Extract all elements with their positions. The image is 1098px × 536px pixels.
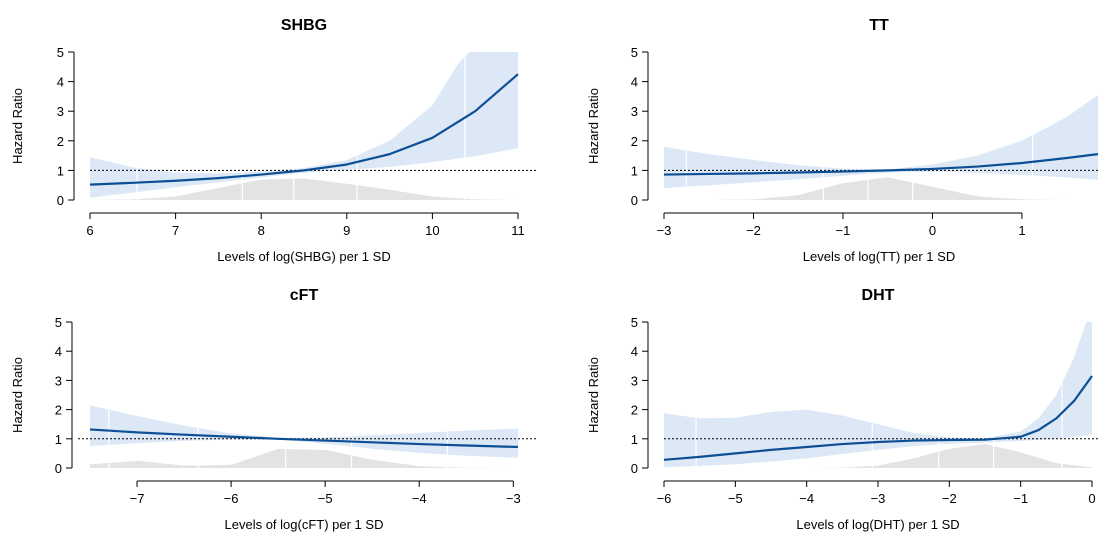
y-tick-label: 1 xyxy=(55,432,62,447)
density-area xyxy=(664,177,1098,200)
panel-title: cFT xyxy=(290,287,319,304)
y-tick-label: 5 xyxy=(55,315,62,330)
y-axis-label: Hazard Ratio xyxy=(586,357,601,433)
x-tick-label: 1 xyxy=(1018,223,1025,238)
x-tick-label: 6 xyxy=(86,223,93,238)
hazard-ratio-line xyxy=(89,73,519,186)
x-tick-label: −7 xyxy=(130,491,145,506)
x-tick-label: 9 xyxy=(343,223,350,238)
y-tick-label: 0 xyxy=(631,193,638,208)
y-tick-label: 3 xyxy=(631,104,638,119)
panel-dht: 0 1 2 3 4 5 −6 −5 −4 −3 −2 −1 0 DHT Levels of log(DHT)… xyxy=(586,287,1098,532)
hazard-ratio-line xyxy=(89,428,519,449)
x-tick-label: −4 xyxy=(412,491,427,506)
x-tick-label: −3 xyxy=(506,491,521,506)
density-area xyxy=(90,448,518,468)
y-tick-label: 4 xyxy=(55,344,62,359)
x-tick-label: −3 xyxy=(871,491,886,506)
x-axis-label: Levels of log(SHBG) per 1 SD xyxy=(217,249,390,264)
density-area xyxy=(664,444,1092,468)
x-tick-label: −5 xyxy=(318,491,333,506)
x-tick-label: −6 xyxy=(657,491,672,506)
y-tick-label: 2 xyxy=(57,134,64,149)
y-tick-label: 5 xyxy=(631,45,638,60)
x-axis-label: Levels of log(TT) per 1 SD xyxy=(803,249,955,264)
x-tick-label: 0 xyxy=(929,223,936,238)
y-tick-label: 4 xyxy=(631,344,638,359)
y-tick-label: 2 xyxy=(631,403,638,418)
panel-title: DHT xyxy=(862,287,895,304)
y-tick-label: 2 xyxy=(55,403,62,418)
y-tick-label: 5 xyxy=(631,315,638,330)
hazard-ratio-line xyxy=(663,153,1098,176)
y-tick-label: 1 xyxy=(631,432,638,447)
y-tick-label: 3 xyxy=(631,373,638,388)
x-tick-label: −2 xyxy=(942,491,957,506)
x-tick-label: 10 xyxy=(425,223,439,238)
x-tick-label: −4 xyxy=(799,491,814,506)
x-tick-label: 8 xyxy=(258,223,265,238)
y-tick-label: 3 xyxy=(55,373,62,388)
x-tick-label: 7 xyxy=(172,223,179,238)
y-axis-label: Hazard Ratio xyxy=(10,88,25,164)
hazard-ratio-line xyxy=(663,375,1093,461)
ci-band xyxy=(664,322,1092,468)
y-tick-label: 0 xyxy=(57,193,64,208)
y-tick-label: 2 xyxy=(631,134,638,149)
panel-shbg: 0 1 2 3 4 5 6 7 8 9 10 11 SHBG Levels of log(SHBG) pe… xyxy=(10,17,538,264)
x-tick-label: 11 xyxy=(511,223,525,238)
x-tick-label: −1 xyxy=(1013,491,1028,506)
ci-band xyxy=(90,52,518,198)
x-tick-label: −3 xyxy=(657,223,672,238)
x-axis-label: Levels of log(DHT) per 1 SD xyxy=(796,517,959,532)
panel-cft: 0 1 2 3 4 5 −7 −6 −5 −4 −3 cFT Levels of log(cFT) pe… xyxy=(10,287,538,532)
y-tick-label: 5 xyxy=(57,45,64,60)
y-tick-label: 3 xyxy=(57,104,64,119)
panel-title: SHBG xyxy=(281,17,327,34)
panel-title: TT xyxy=(869,17,889,34)
x-tick-label: −6 xyxy=(224,491,239,506)
y-axis-label: Hazard Ratio xyxy=(10,357,25,433)
y-tick-label: 4 xyxy=(631,75,638,90)
panel-tt: 0 1 2 3 4 5 −3 −2 −1 0 1 TT Levels of log(TT) per 1 … xyxy=(586,17,1098,264)
x-tick-label: −5 xyxy=(728,491,743,506)
y-tick-label: 1 xyxy=(631,163,638,178)
y-tick-label: 0 xyxy=(55,461,62,476)
y-tick-label: 1 xyxy=(57,163,64,178)
x-tick-label: −2 xyxy=(746,223,761,238)
y-tick-label: 4 xyxy=(57,75,64,90)
y-axis-label: Hazard Ratio xyxy=(586,88,601,164)
x-tick-label: 0 xyxy=(1088,491,1095,506)
x-tick-label: −1 xyxy=(836,223,851,238)
y-tick-label: 0 xyxy=(631,461,638,476)
density-area xyxy=(90,178,518,200)
x-axis-label: Levels of log(cFT) per 1 SD xyxy=(225,517,384,532)
